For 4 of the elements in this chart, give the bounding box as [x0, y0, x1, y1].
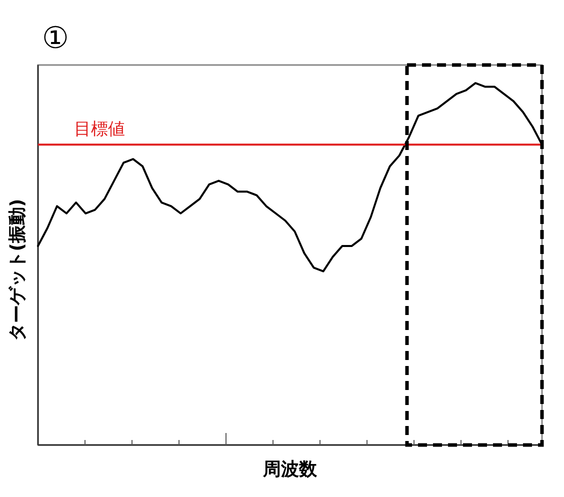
chart-title: ①: [42, 21, 69, 56]
x-axis-title: 周波数: [262, 459, 318, 480]
y-axis-title: ターゲット(振動): [7, 198, 28, 342]
ref-line-label: 目標値: [74, 120, 125, 140]
